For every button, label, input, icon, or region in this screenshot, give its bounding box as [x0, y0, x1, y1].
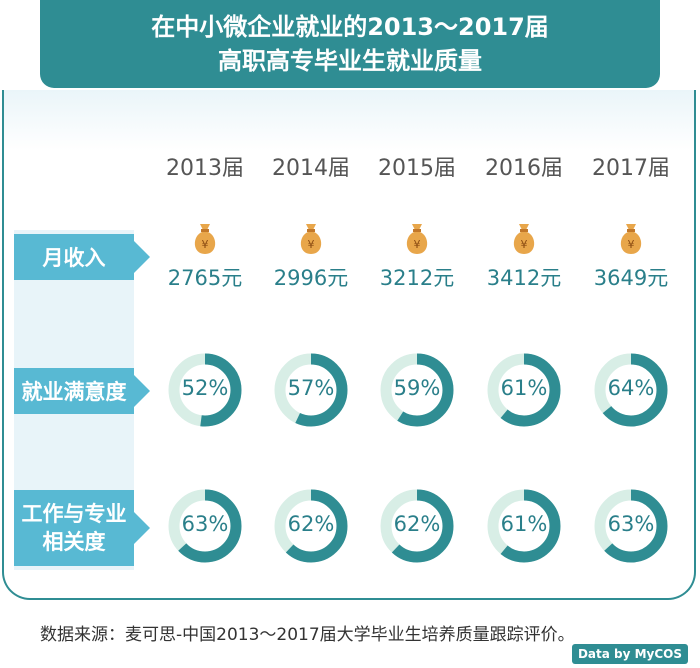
- income-value: 3412元: [486, 266, 562, 290]
- money-bag-icon: ¥: [300, 224, 322, 254]
- satisfaction-donut-label: 61%: [500, 376, 548, 400]
- row-label-income: 月收入: [14, 234, 150, 280]
- svg-text:¥: ¥: [308, 238, 315, 251]
- relevance-donut-ring: [274, 489, 348, 563]
- satisfaction-donut-arc: [168, 353, 242, 427]
- relevance-donut-label: 61%: [500, 512, 548, 536]
- income-value: 2765元: [167, 266, 243, 290]
- relevance-donut-ring: [380, 489, 454, 563]
- satisfaction-donut-label: 52%: [181, 376, 229, 400]
- money-bag-icon: ¥: [513, 224, 535, 254]
- svg-text:¥: ¥: [414, 238, 421, 251]
- svg-text:¥: ¥: [628, 238, 635, 251]
- title-line-1: 在中小微企业就业的2013～2017届: [151, 13, 549, 41]
- year-label: 2015届: [378, 156, 456, 181]
- money-bag-icon: ¥: [406, 224, 428, 254]
- satisfaction-donut-arc: [594, 353, 668, 427]
- relevance-donut-label: 63%: [607, 512, 655, 536]
- money-bag-icon: ¥: [194, 224, 216, 254]
- svg-text:¥: ¥: [521, 238, 528, 251]
- title-line-2: 高职高专毕业生就业质量: [218, 47, 482, 75]
- relevance-donut-arc: [594, 489, 668, 563]
- satisfaction-donut-ring: [380, 353, 454, 427]
- label-arrow: [134, 241, 150, 273]
- label-arrow: [134, 512, 150, 544]
- year-label: 2013届: [166, 156, 244, 181]
- svg-text:¥: ¥: [202, 238, 209, 251]
- mycos-logo: Data by MyCOS: [572, 644, 688, 664]
- relevance-donut-ring: [168, 489, 242, 563]
- relevance-donut-arc: [380, 489, 454, 563]
- year-label: 2017届: [592, 156, 670, 181]
- income-value: 3649元: [593, 266, 669, 290]
- satisfaction-donut-label: 57%: [287, 376, 335, 400]
- relevance-donut-arc: [274, 489, 348, 563]
- relevance-donut-label: 63%: [181, 512, 229, 536]
- relevance-donut-arc: [168, 489, 242, 563]
- satisfaction-donut-ring: [594, 353, 668, 427]
- relevance-donut-label: 62%: [393, 512, 441, 536]
- income-value: 2996元: [273, 266, 349, 290]
- year-label: 2016届: [485, 156, 563, 181]
- year-label: 2014届: [272, 156, 350, 181]
- label-arrow: [134, 375, 150, 407]
- money-bag-icon: ¥: [620, 224, 642, 254]
- satisfaction-donut-ring: [487, 353, 561, 427]
- row-label-relevance: 工作与专业 相关度: [14, 490, 150, 566]
- satisfaction-donut-label: 64%: [607, 376, 655, 400]
- satisfaction-donut-ring: [274, 353, 348, 427]
- source-note: 数据来源：麦可思-中国2013～2017届大学毕业生培养质量跟踪评价。: [40, 625, 575, 645]
- satisfaction-donut-arc: [274, 353, 348, 427]
- title-banner: 在中小微企业就业的2013～2017届 高职高专毕业生就业质量: [40, 0, 660, 88]
- relevance-donut-ring: [594, 489, 668, 563]
- income-value: 3212元: [379, 266, 455, 290]
- row-label-satisfaction: 就业满意度: [14, 368, 150, 414]
- satisfaction-donut-ring: [168, 353, 242, 427]
- satisfaction-donut-arc: [380, 353, 454, 427]
- relevance-donut-ring: [487, 489, 561, 563]
- satisfaction-donut-label: 59%: [393, 376, 441, 400]
- relevance-donut-label: 62%: [287, 512, 335, 536]
- relevance-donut-arc: [487, 489, 561, 563]
- satisfaction-donut-arc: [487, 353, 561, 427]
